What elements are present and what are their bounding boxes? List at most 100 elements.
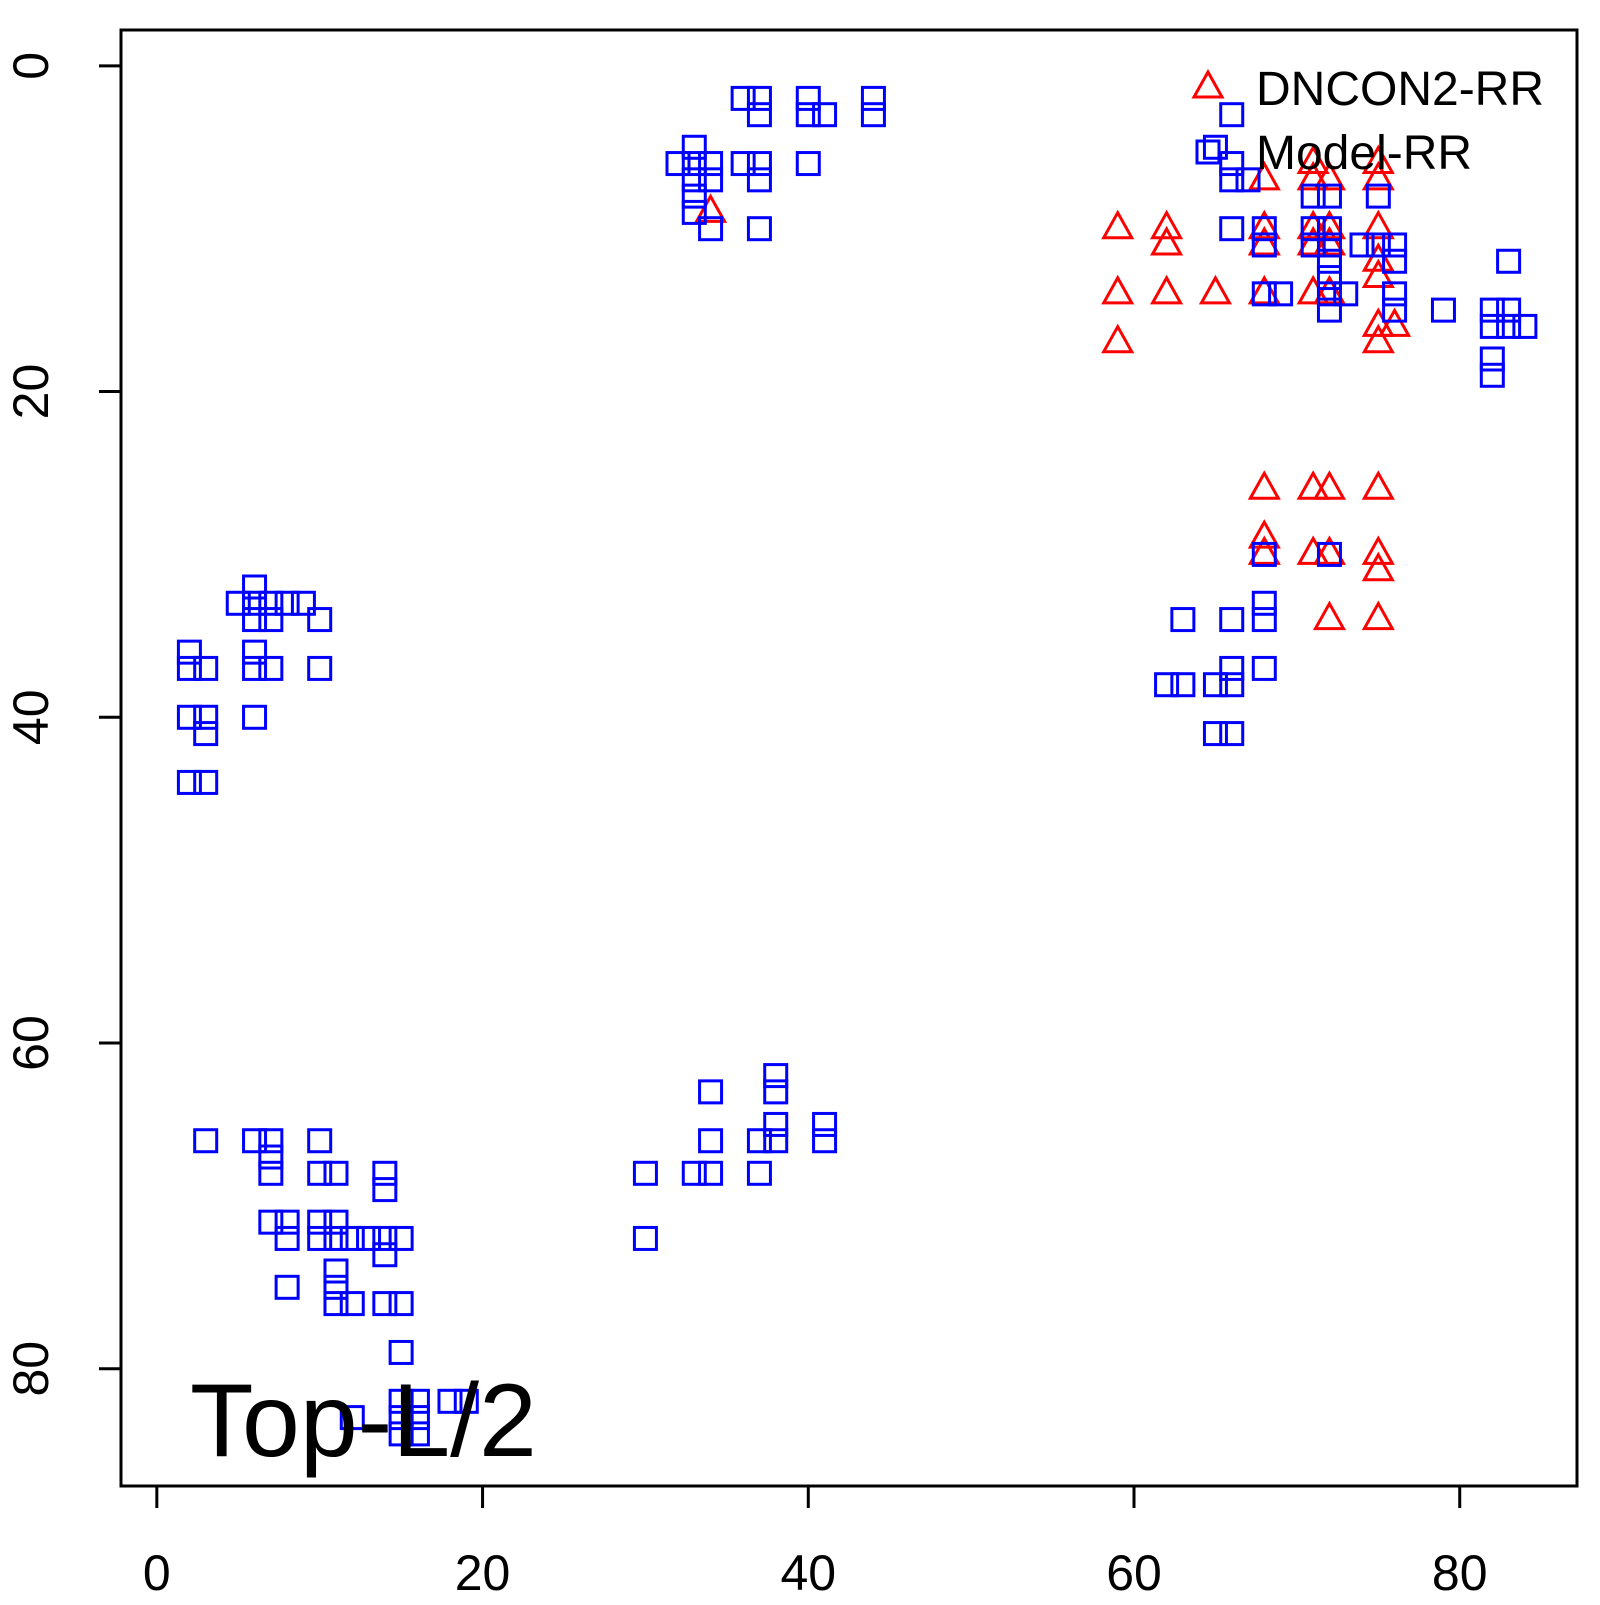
model-rr-point <box>812 1128 838 1154</box>
model-rr-point <box>339 1291 365 1317</box>
model-rr-point <box>1219 151 1245 177</box>
model-rr-point <box>323 1209 349 1235</box>
y-tick-label: 0 <box>3 52 59 80</box>
model-rr-point <box>1170 607 1196 633</box>
model-rr-point <box>274 1209 300 1235</box>
model-rr-point <box>274 590 300 616</box>
model-rr-point <box>681 167 707 193</box>
model-rr-point <box>323 1160 349 1186</box>
legend-label: Model-RR <box>1256 127 1472 180</box>
model-rr-point <box>274 1225 300 1251</box>
model-rr-point <box>323 1258 349 1284</box>
dncon2-rr-point <box>1312 470 1347 500</box>
legend-label: DNCON2-RR <box>1256 63 1544 116</box>
model-rr-point <box>193 655 219 681</box>
model-rr-point <box>746 216 772 242</box>
model-rr-point <box>698 1128 724 1154</box>
dncon2-rr-point <box>1312 209 1347 240</box>
model-rr-point <box>632 1225 658 1251</box>
model-rr-point <box>1202 134 1228 160</box>
model-rr-point <box>1512 313 1538 339</box>
model-rr-point <box>1382 248 1408 274</box>
model-rr-point <box>763 1063 789 1089</box>
dncon2-rr-point <box>1101 274 1135 305</box>
model-rr-point <box>323 1274 349 1300</box>
model-rr-point <box>1219 167 1245 193</box>
model-rr-point <box>1300 232 1326 258</box>
model-rr-point <box>1496 313 1522 339</box>
model-rr-point <box>681 1160 707 1186</box>
dncon2-rr-point <box>1150 225 1184 256</box>
model-rr-point <box>1219 607 1245 633</box>
dncon2-rr-point <box>1312 160 1347 191</box>
model-rr-point <box>258 1160 284 1186</box>
model-rr-point <box>323 1225 349 1251</box>
y-tick-label: 20 <box>3 364 59 420</box>
model-rr-point <box>1202 672 1228 698</box>
model-rr-point <box>1316 216 1342 242</box>
model-rr-point <box>242 607 268 633</box>
model-rr-point <box>258 607 284 633</box>
dncon2-rr-point <box>1247 470 1281 500</box>
model-rr-point <box>1235 167 1261 193</box>
model-rr-point <box>730 85 756 111</box>
model-rr-point <box>388 1421 414 1447</box>
model-rr-point <box>193 1128 219 1154</box>
model-rr-point <box>1251 655 1277 681</box>
legend-square-icon <box>1195 139 1221 165</box>
model-rr-point <box>698 167 724 193</box>
dncon2-rr-point <box>1361 242 1395 272</box>
model-rr-point <box>307 1160 333 1186</box>
model-rr-point <box>1251 607 1277 633</box>
x-tick-label: 60 <box>1106 1545 1162 1600</box>
model-rr-point <box>1479 297 1505 323</box>
model-rr-point <box>1333 281 1359 307</box>
model-rr-point <box>372 1225 398 1251</box>
model-rr-point <box>372 1291 398 1317</box>
legend-triangle-icon <box>1191 68 1225 99</box>
model-rr-point <box>242 639 268 665</box>
model-rr-point <box>1154 672 1180 698</box>
model-rr-point <box>404 1421 430 1447</box>
model-rr-point <box>1479 362 1505 388</box>
model-rr-point <box>746 167 772 193</box>
model-rr-point <box>1349 232 1375 258</box>
dncon2-rr-point <box>1247 225 1281 256</box>
model-rr-point <box>176 639 202 665</box>
model-rr-point <box>681 183 707 209</box>
model-rr-point <box>356 1225 382 1251</box>
model-rr-point <box>1430 297 1456 323</box>
model-rr-point <box>1365 183 1391 209</box>
dncon2-rr-point <box>1361 551 1395 582</box>
model-rr-point <box>388 1291 414 1317</box>
model-rr-point <box>242 655 268 681</box>
model-rr-point <box>372 1242 398 1268</box>
model-rr-point <box>746 151 772 177</box>
model-rr-point <box>1251 232 1277 258</box>
model-rr-point <box>339 1225 365 1251</box>
dncon2-rr-point <box>1150 209 1184 240</box>
y-axis: 0 20 40 60 80 <box>3 52 123 1397</box>
model-rr-point <box>1251 541 1277 567</box>
dncon2-rr-point <box>1296 225 1330 256</box>
model-rr-point <box>1382 297 1408 323</box>
model-rr-point <box>1316 232 1342 258</box>
model-rr-point <box>1251 216 1277 242</box>
model-rr-point <box>307 607 333 633</box>
model-rr-point <box>388 1339 414 1365</box>
x-axis: 0 20 40 60 80 <box>143 1484 1488 1601</box>
dncon2-rr-point <box>1247 160 1281 191</box>
model-rr-point <box>258 590 284 616</box>
model-rr-point <box>372 1160 398 1186</box>
model-rr-point <box>307 655 333 681</box>
model-rr-point <box>1170 672 1196 698</box>
model-rr-point <box>698 216 724 242</box>
dncon2-rr-point <box>1247 519 1281 549</box>
model-rr-point <box>681 134 707 160</box>
model-rr-point <box>1251 590 1277 616</box>
model-rr-point <box>746 1128 772 1154</box>
model-rr-point <box>1316 248 1342 274</box>
model-rr-point <box>698 151 724 177</box>
x-tick-label: 80 <box>1432 1545 1488 1600</box>
